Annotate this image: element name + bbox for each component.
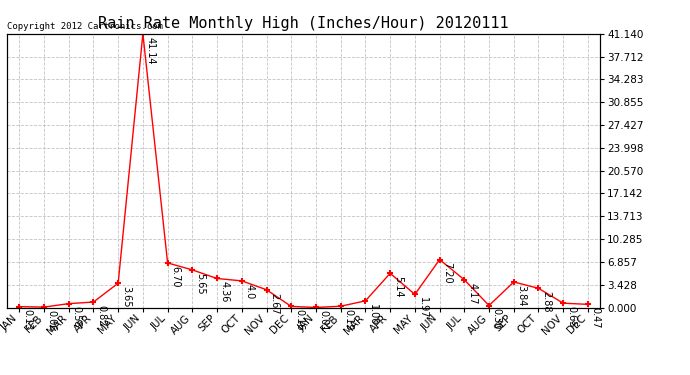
Text: 0.19: 0.19 [344, 309, 353, 330]
Text: 5.14: 5.14 [393, 276, 403, 298]
Text: 1.97: 1.97 [417, 297, 428, 319]
Text: 3.65: 3.65 [121, 286, 131, 308]
Text: 0.82: 0.82 [96, 305, 106, 326]
Text: 0.30: 0.30 [492, 308, 502, 330]
Text: 5.65: 5.65 [195, 273, 205, 294]
Text: 41.14: 41.14 [146, 36, 156, 64]
Text: 0.65: 0.65 [566, 306, 576, 327]
Text: 4.36: 4.36 [220, 281, 230, 303]
Text: 7.20: 7.20 [442, 262, 453, 284]
Text: 6.70: 6.70 [170, 266, 180, 287]
Text: 4.17: 4.17 [467, 282, 477, 304]
Text: 0.13: 0.13 [22, 309, 32, 331]
Text: 4.0: 4.0 [244, 284, 255, 299]
Text: 0.47: 0.47 [591, 307, 601, 328]
Text: 0.16: 0.16 [294, 309, 304, 331]
Text: 0.58: 0.58 [72, 306, 81, 328]
Text: 2.88: 2.88 [541, 291, 551, 313]
Text: 1.00: 1.00 [368, 304, 378, 325]
Text: 3.84: 3.84 [517, 285, 526, 306]
Text: Copyright 2012 Cartronics.com: Copyright 2012 Cartronics.com [7, 22, 163, 31]
Text: 0.01: 0.01 [319, 310, 328, 332]
Text: 0.06: 0.06 [47, 310, 57, 331]
Text: 2.67: 2.67 [269, 292, 279, 314]
Title: Rain Rate Monthly High (Inches/Hour) 20120111: Rain Rate Monthly High (Inches/Hour) 201… [98, 16, 509, 31]
